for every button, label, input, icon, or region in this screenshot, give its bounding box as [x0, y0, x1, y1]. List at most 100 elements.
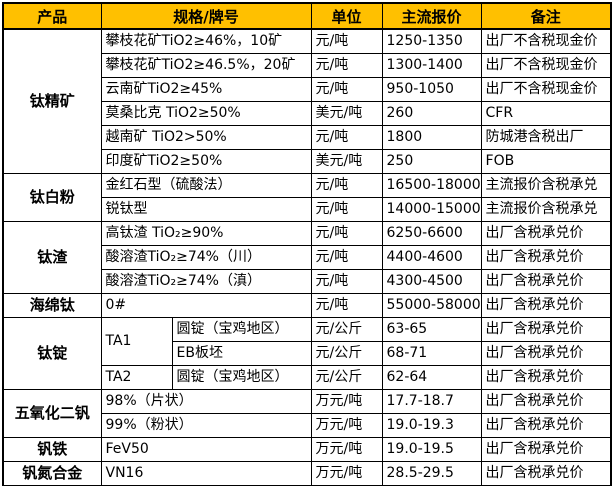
spec-cell: EB板坯 [171, 341, 312, 366]
table-row: 海绵钛 0# 元/吨 55000-58000 出厂含税承兑价 [2, 293, 612, 318]
note-cell: 出厂含税承兑价 [480, 365, 612, 390]
spec-cell: 酸溶渣TiO₂≥74%（川） [100, 245, 312, 270]
note-cell: 出厂含税承兑价 [480, 269, 612, 294]
unit-cell: 元/吨 [310, 269, 383, 294]
unit-cell: 元/吨 [310, 53, 383, 78]
unit-cell: 元/吨 [310, 293, 383, 318]
note-cell: CFR [480, 101, 612, 126]
unit-cell: 元/吨 [310, 221, 383, 246]
spec-cell: 98%（片状） [100, 389, 312, 414]
price-cell: 260 [381, 101, 482, 126]
unit-cell: 万元/吨 [310, 413, 383, 438]
unit-cell: 美元/吨 [310, 101, 383, 126]
unit-cell: 元/吨 [310, 77, 383, 102]
price-cell: 4300-4500 [381, 269, 482, 294]
spec-cell: 攀枝花矿TiO2≥46%，10矿 [100, 28, 312, 54]
table-row: 云南矿TiO2≥45% 元/吨 950-1050 出厂不含税现金价 [3, 77, 612, 102]
price-cell: 16500-18000 [381, 173, 482, 198]
note-cell: 主流报价含税承兑 [480, 173, 612, 198]
spec-cell: 0# [100, 293, 312, 318]
price-cell: 1800 [381, 125, 482, 150]
spec-cell: 高钛渣 TiO₂≥90% [100, 221, 312, 246]
product-cell: 钛锭 [2, 317, 102, 390]
price-cell: 1300-1400 [381, 53, 482, 78]
header-cell-product: 产品 [2, 2, 102, 30]
spec-cell: TA1 [100, 317, 173, 366]
unit-cell: 元/吨 [310, 28, 383, 54]
product-cell: 海绵钛 [2, 293, 102, 318]
note-cell: 防城港含税出厂 [480, 125, 612, 150]
price-cell: 55000-58000 [381, 293, 482, 318]
table-row: 攀枝花矿TiO2≥46.5%，20矿 元/吨 1300-1400 出厂不含税现金价 [3, 53, 612, 78]
spec-cell: 圆锭（宝鸡地区） [171, 317, 312, 342]
unit-cell: 万元/吨 [310, 461, 383, 486]
note-cell: 出厂不含税现金价 [480, 53, 612, 78]
product-cell: 钒铁 [2, 437, 102, 462]
note-cell: 出厂含税承兑价 [480, 293, 612, 318]
note-cell: 出厂含税承兑价 [480, 437, 612, 462]
price-cell: 14000-15000 [381, 197, 482, 222]
unit-cell: 元/吨 [310, 197, 383, 222]
header-cell-unit: 单位 [310, 2, 383, 30]
spec-cell: 锐钛型 [100, 197, 312, 222]
note-cell: 出厂含税承兑价 [480, 341, 612, 366]
header-cell-price: 主流报价 [381, 2, 482, 30]
table-row: 酸溶渣TiO₂≥74%（滇） 元/吨 4300-4500 出厂含税承兑价 [3, 269, 612, 294]
note-cell: 出厂含税承兑价 [480, 413, 612, 438]
note-cell: 主流报价含税承兑 [480, 197, 612, 222]
price-cell: 6250-6600 [381, 221, 482, 246]
unit-cell: 元/吨 [310, 245, 383, 270]
unit-cell: 美元/吨 [310, 149, 383, 174]
unit-cell: 元/吨 [310, 173, 383, 198]
table-row: 钒铁 FeV50 万元/吨 19.0-19.5 出厂含税承兑价 [2, 437, 612, 462]
note-cell: 出厂含税承兑价 [480, 245, 612, 270]
header-cell-note: 备注 [480, 2, 612, 30]
price-cell: 28.5-29.5 [381, 461, 482, 486]
price-cell: 4400-4600 [381, 245, 482, 270]
spec-cell: 99%（粉状） [100, 413, 312, 438]
table-row: 印度矿TiO2≥50% 美元/吨 250 FOB [3, 149, 612, 174]
note-cell: 出厂含税承兑价 [480, 317, 612, 342]
unit-cell: 元/公斤 [310, 317, 383, 342]
table-row: 越南矿 TiO2>50% 元/吨 1800 防城港含税出厂 [3, 125, 612, 150]
spec-cell: 莫桑比克 TiO2≥50% [100, 101, 312, 126]
price-cell: 17.7-18.7 [381, 389, 482, 414]
note-cell: 出厂不含税现金价 [480, 28, 612, 54]
spec-cell: TA2 [100, 365, 173, 390]
price-cell: 250 [381, 149, 482, 174]
note-cell: 出厂含税承兑价 [480, 389, 612, 414]
price-cell: 1250-1350 [381, 28, 482, 54]
price-cell: 62-64 [381, 365, 482, 390]
spec-cell: 云南矿TiO2≥45% [100, 77, 312, 102]
spec-cell: 酸溶渣TiO₂≥74%（滇） [100, 269, 312, 294]
table-row: 酸溶渣TiO₂≥74%（川） 元/吨 4400-4600 出厂含税承兑价 [3, 245, 612, 270]
price-cell: 68-71 [381, 341, 482, 366]
product-cell: 钛渣 [2, 221, 102, 294]
note-cell: FOB [480, 149, 612, 174]
product-cell: 钒氮合金 [2, 461, 102, 486]
spec-cell: 金红石型（硫酸法） [100, 173, 312, 198]
table-row: 钛精矿 攀枝花矿TiO2≥46%，10矿 元/吨 1250-1350 出厂不含税现金价 [2, 28, 612, 174]
spec-cell: 印度矿TiO2≥50% [100, 149, 312, 174]
price-cell: 19.0-19.3 [381, 413, 482, 438]
spec-cell: 圆锭（宝鸡地区） [171, 365, 312, 390]
header-cell-spec: 规格/牌号 [100, 2, 312, 30]
price-cell: 19.0-19.5 [381, 437, 482, 462]
unit-cell: 万元/吨 [310, 437, 383, 462]
product-cell: 钛精矿 [2, 28, 102, 174]
table-row: 钛渣 高钛渣 TiO₂≥90% 元/吨 6250-6600 出厂含税承兑价 [2, 221, 612, 294]
spec-cell: 攀枝花矿TiO2≥46.5%，20矿 [100, 53, 312, 78]
unit-cell: 万元/吨 [310, 389, 383, 414]
table-row: 莫桑比克 TiO2≥50% 美元/吨 260 CFR [3, 101, 612, 126]
unit-cell: 元/公斤 [310, 365, 383, 390]
price-cell: 63-65 [381, 317, 482, 342]
unit-cell: 元/吨 [310, 125, 383, 150]
table-row: 锐钛型 元/吨 14000-15000 主流报价含税承兑 [3, 197, 612, 222]
price-cell: 950-1050 [381, 77, 482, 102]
spec-cell: VN16 [100, 461, 312, 486]
spec-cell: FeV50 [100, 437, 312, 462]
spec-cell: 越南矿 TiO2>50% [100, 125, 312, 150]
table-row: 钛锭 TA1 圆锭（宝鸡地区） 元/公斤 63-65 出厂含税承兑价 [2, 317, 612, 390]
